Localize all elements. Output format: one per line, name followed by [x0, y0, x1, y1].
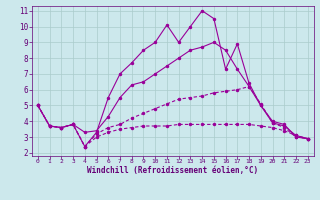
- X-axis label: Windchill (Refroidissement éolien,°C): Windchill (Refroidissement éolien,°C): [87, 166, 258, 175]
